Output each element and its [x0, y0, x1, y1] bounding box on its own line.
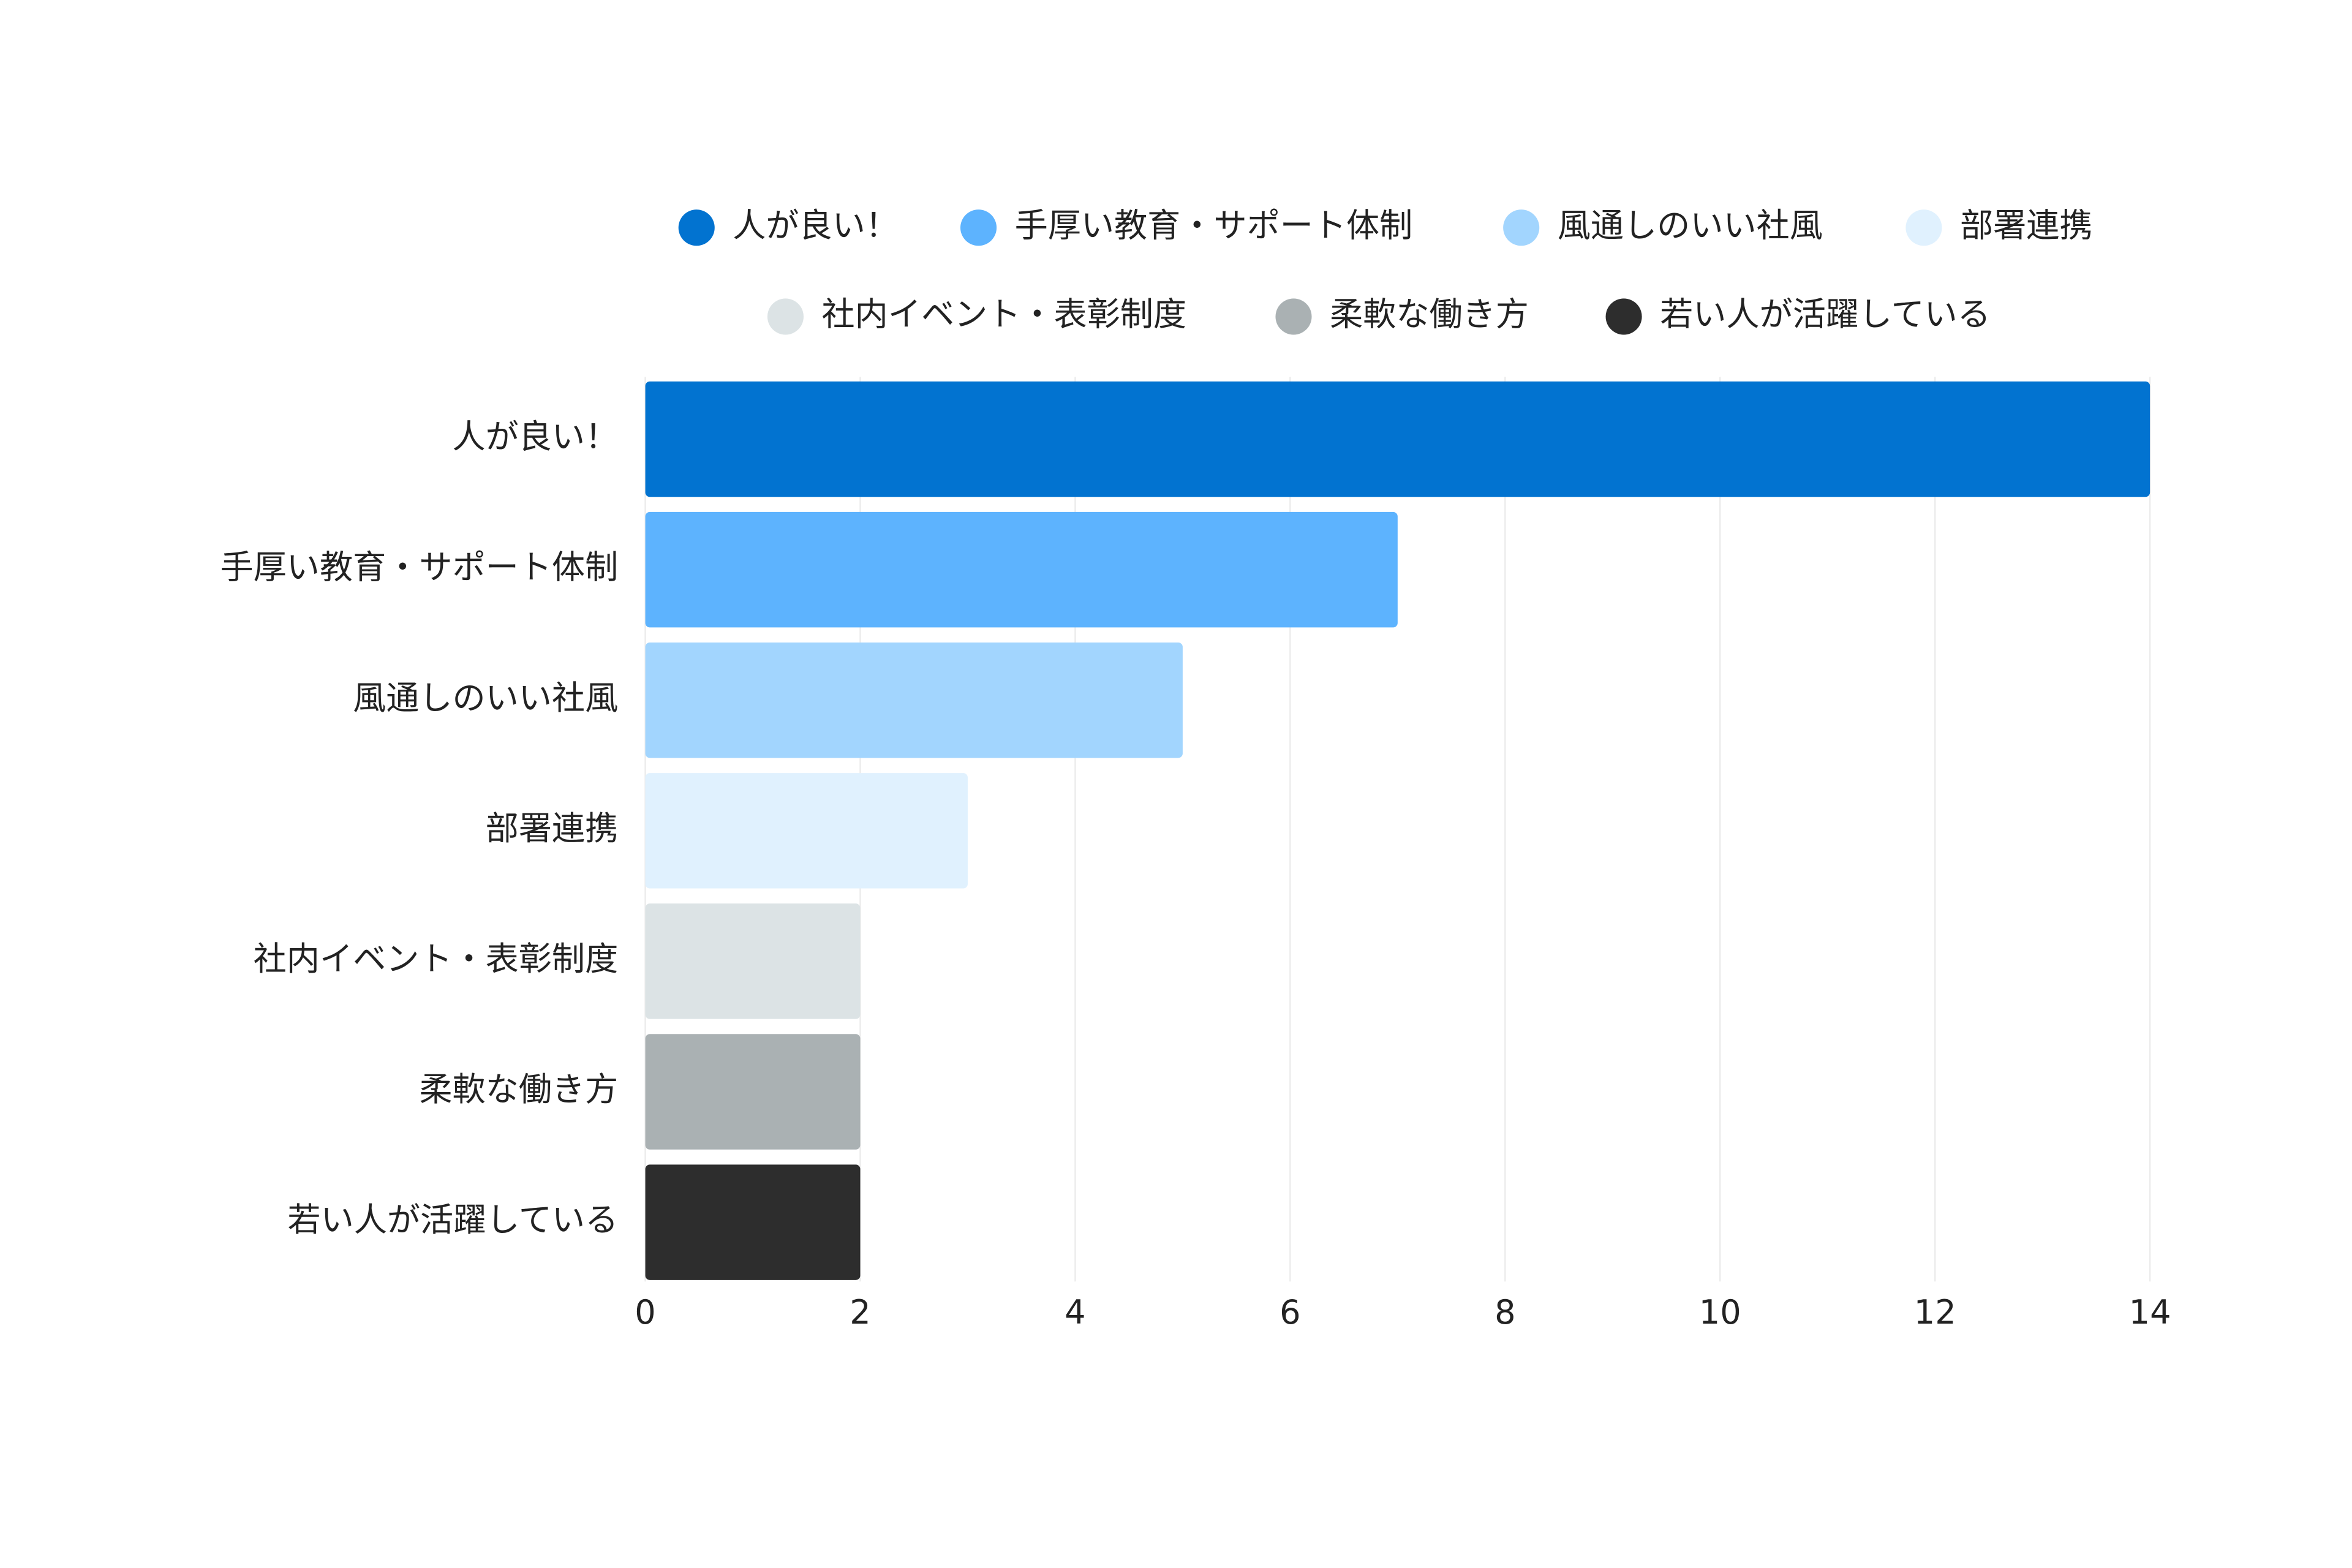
- x-tick-label: 12: [1914, 1293, 1956, 1332]
- legend-marker: [767, 298, 804, 335]
- x-tick-label: 8: [1494, 1293, 1515, 1332]
- legend-label: 手厚い教育・サポート体制: [1015, 206, 1413, 244]
- legend-marker: [1605, 298, 1642, 335]
- x-tick-label: 6: [1280, 1293, 1300, 1332]
- legend-label: 風通しのいい社風: [1558, 206, 1823, 244]
- legend-marker: [960, 209, 997, 246]
- y-tick-label: 若い人が活躍している: [287, 1200, 618, 1239]
- y-tick-label: 社内イベント・表彰制度: [254, 940, 619, 978]
- x-tick-label: 10: [1699, 1293, 1741, 1332]
- legend-marker: [1503, 209, 1540, 246]
- bar: [645, 1164, 861, 1280]
- bar: [645, 511, 1398, 628]
- x-tick-label: 14: [2129, 1293, 2171, 1332]
- bar: [645, 1034, 861, 1150]
- bar: [645, 773, 968, 889]
- legend-label: 人が良い！: [733, 206, 899, 244]
- bar: [645, 381, 2150, 497]
- legend-label: 若い人が活躍している: [1660, 295, 1991, 334]
- legend-marker: [678, 209, 715, 246]
- y-tick-label: 人が良い！: [453, 418, 619, 456]
- x-tick-label: 4: [1065, 1293, 1085, 1332]
- legend-label: 社内イベント・表彰制度: [822, 295, 1187, 334]
- bar: [645, 642, 1183, 758]
- y-tick-label: 風通しのいい社風: [353, 679, 618, 717]
- x-tick-label: 2: [850, 1293, 870, 1332]
- y-tick-label: 手厚い教育・サポート体制: [221, 548, 619, 587]
- legend-label: 柔軟な働き方: [1330, 295, 1529, 334]
- y-tick-label: 部署連携: [486, 809, 619, 848]
- legend-marker: [1275, 298, 1312, 335]
- bar: [645, 903, 861, 1019]
- y-tick-label: 柔軟な働き方: [419, 1070, 618, 1109]
- legend-label: 部署連携: [1960, 206, 2093, 244]
- legend-marker: [1905, 209, 1942, 246]
- x-tick-label: 0: [635, 1293, 655, 1332]
